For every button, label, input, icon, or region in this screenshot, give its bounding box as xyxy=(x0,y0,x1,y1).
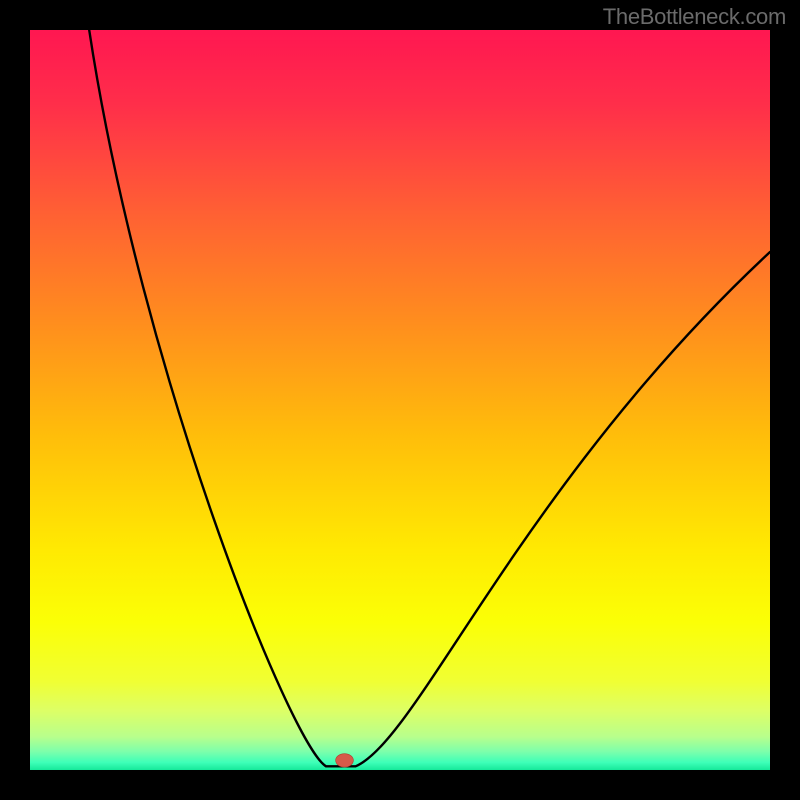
optimal-point-marker xyxy=(336,754,354,767)
watermark-text: TheBottleneck.com xyxy=(603,4,786,30)
chart-container: TheBottleneck.com xyxy=(0,0,800,800)
gradient-background xyxy=(30,30,770,770)
plot-area xyxy=(30,30,770,770)
bottleneck-curve-chart xyxy=(30,30,770,770)
